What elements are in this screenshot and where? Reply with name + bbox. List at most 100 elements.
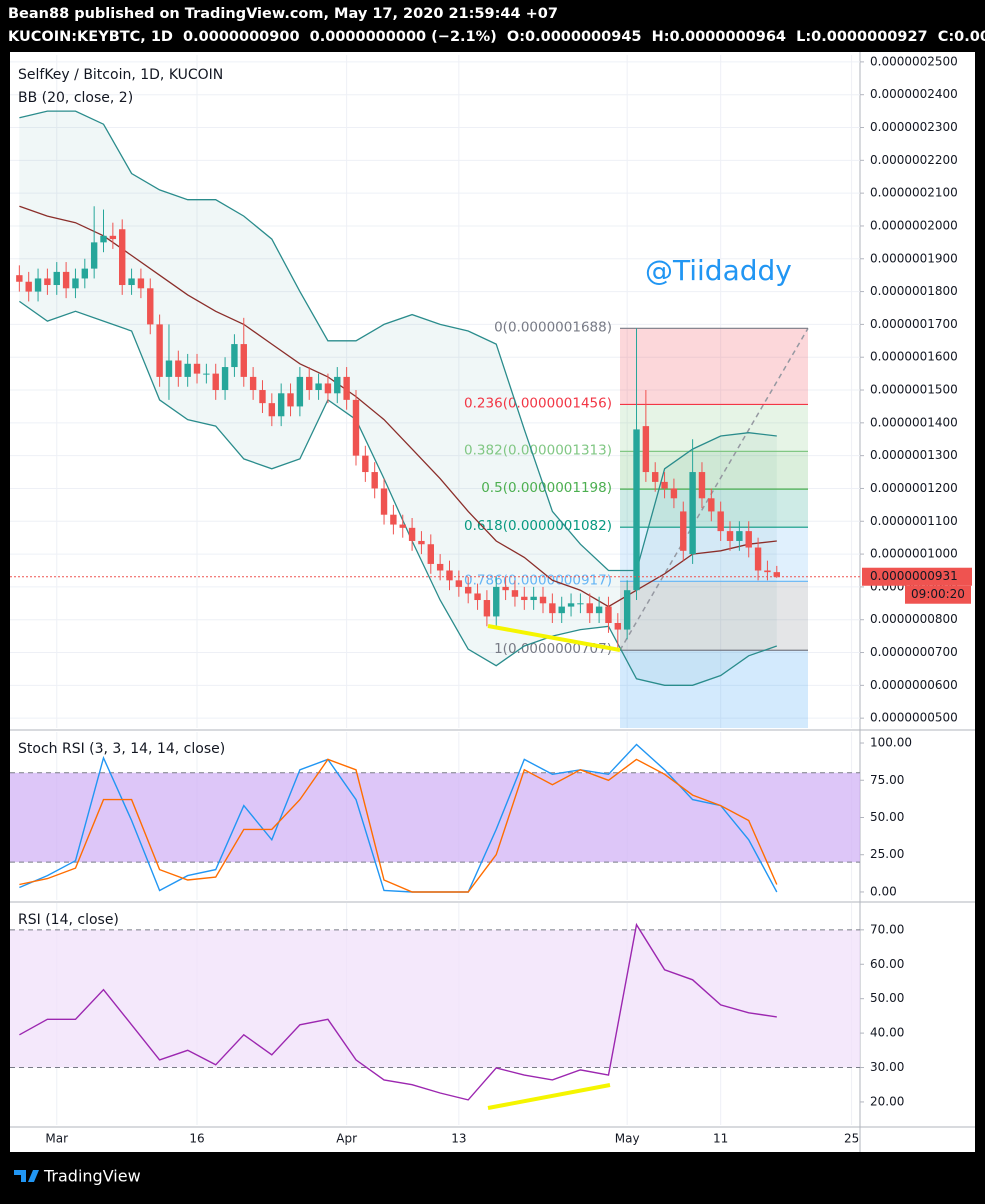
- band-fill: [10, 772, 860, 863]
- countdown-label: 09:00:20: [911, 587, 965, 601]
- fib-zone: [620, 581, 808, 651]
- indicator-line: [19, 743, 778, 893]
- candle-body: [623, 590, 631, 630]
- y-tick-label: 0.0000000800: [870, 612, 958, 626]
- fib-label: 0(0.0000001688): [494, 319, 612, 335]
- candle-body: [446, 570, 453, 581]
- candle-body: [81, 268, 89, 279]
- price-tag: [862, 567, 972, 586]
- fib-extension: [620, 650, 808, 728]
- indicator-line: [19, 922, 777, 1101]
- symbol-info: KUCOIN:KEYBTC, 1D 0.0000000900 0.0000000…: [8, 29, 985, 45]
- candle-body: [324, 383, 332, 394]
- candle-body: [109, 235, 117, 240]
- y-tick-label: 0.0000001200: [870, 481, 958, 495]
- candle-body: [726, 531, 734, 541]
- indicator-title: BB (20, close, 2): [18, 90, 133, 106]
- candle-body: [100, 235, 107, 243]
- candle-body: [698, 472, 706, 499]
- candle-body: [203, 373, 210, 375]
- candle-body: [689, 472, 696, 555]
- candle-body: [521, 596, 528, 601]
- candle-body: [315, 383, 322, 391]
- candle-body: [586, 603, 593, 614]
- pane-title: RSI (14, close): [18, 912, 119, 928]
- candle-body: [418, 540, 425, 545]
- candle-body: [249, 376, 257, 391]
- candle-body: [493, 586, 500, 617]
- candle-body: [614, 622, 622, 630]
- bb-basis: [19, 205, 777, 608]
- logo: [14, 1170, 39, 1182]
- candle-body: [371, 472, 378, 489]
- y-tick-label: 0.0000001900: [870, 251, 958, 265]
- candle-body: [764, 570, 771, 573]
- candle-body: [670, 488, 678, 499]
- y-tick-label: 0.0000001400: [870, 415, 958, 429]
- x-tick-label: Mar: [45, 1132, 68, 1146]
- y-tick-label: 50.00: [870, 991, 904, 1005]
- candle-body: [502, 586, 509, 591]
- brand: TradingView: [43, 1167, 141, 1186]
- x-tick-label: 25: [844, 1132, 859, 1146]
- y-tick-label: 75.00: [870, 773, 904, 787]
- y-tick-label: 0.0000001100: [870, 514, 958, 528]
- candle-body: [745, 531, 752, 548]
- y-tick-label: 0.0000001800: [870, 284, 958, 298]
- candle-body: [147, 288, 154, 325]
- candle-body: [567, 603, 575, 607]
- candle-body: [717, 511, 724, 532]
- y-tick-label: 0.0000002400: [870, 87, 958, 101]
- candle-body: [34, 278, 42, 292]
- candle-body: [156, 324, 163, 377]
- fib-zone: [620, 451, 808, 490]
- indicator-line: [19, 758, 778, 893]
- candle-body: [296, 376, 304, 407]
- candle-body: [240, 344, 247, 377]
- y-tick-label: 100.00: [870, 736, 912, 750]
- candle-body: [455, 580, 463, 587]
- pane-title: Stoch RSI (3, 3, 14, 14, close): [18, 741, 225, 757]
- candle-body: [390, 514, 397, 525]
- band-fill: [10, 929, 860, 1068]
- candle-body: [184, 363, 191, 377]
- candle-body: [642, 426, 650, 473]
- candle-body: [334, 376, 341, 394]
- candle-body: [44, 278, 51, 286]
- candle-body: [221, 367, 229, 391]
- fib-label: 1(0.0000000707): [494, 641, 612, 657]
- candle-body: [16, 275, 23, 282]
- y-tick-label: 0.0000001000: [870, 547, 958, 561]
- candle-body: [193, 363, 201, 374]
- candle-body: [62, 271, 70, 289]
- plot: Mar 16 Apr 13 May 11 25 0.0000000500 0.000000060…: [10, 52, 975, 1152]
- candle-body: [165, 360, 173, 377]
- candle-body: [72, 278, 79, 289]
- candle-body: [511, 590, 519, 597]
- band-fill: [19, 111, 777, 686]
- y-tick-label: 30.00: [870, 1060, 904, 1074]
- y-tick-label: 0.0000002500: [870, 54, 958, 68]
- candle-body: [595, 606, 603, 614]
- fib-label: 0.618(0.0000001082): [464, 518, 612, 534]
- x-tick-label: 13: [451, 1132, 466, 1146]
- y-tick-label: 0.0000002100: [870, 186, 958, 200]
- candle-body: [539, 596, 547, 604]
- candle-body: [306, 376, 313, 391]
- candle-body: [259, 390, 266, 404]
- candle-body: [352, 399, 360, 456]
- y-tick-label: 0.0000002200: [870, 153, 958, 167]
- fib-label: 0.236(0.0000001456): [464, 395, 612, 411]
- candle-body: [25, 281, 32, 292]
- y-tick-label: 50.00: [870, 810, 904, 824]
- y-tick-label: 0.0000002000: [870, 218, 958, 232]
- candle-body: [474, 593, 481, 601]
- candle-body: [483, 600, 491, 617]
- y-tick-label: 0.0000001500: [870, 383, 958, 397]
- y-tick-label: 0.0000001300: [870, 448, 958, 462]
- divergence-line: [487, 1083, 611, 1110]
- candle-body: [362, 455, 369, 473]
- y-tick-label: 60.00: [870, 957, 904, 971]
- candle-body: [558, 606, 565, 614]
- candle-body: [464, 586, 472, 594]
